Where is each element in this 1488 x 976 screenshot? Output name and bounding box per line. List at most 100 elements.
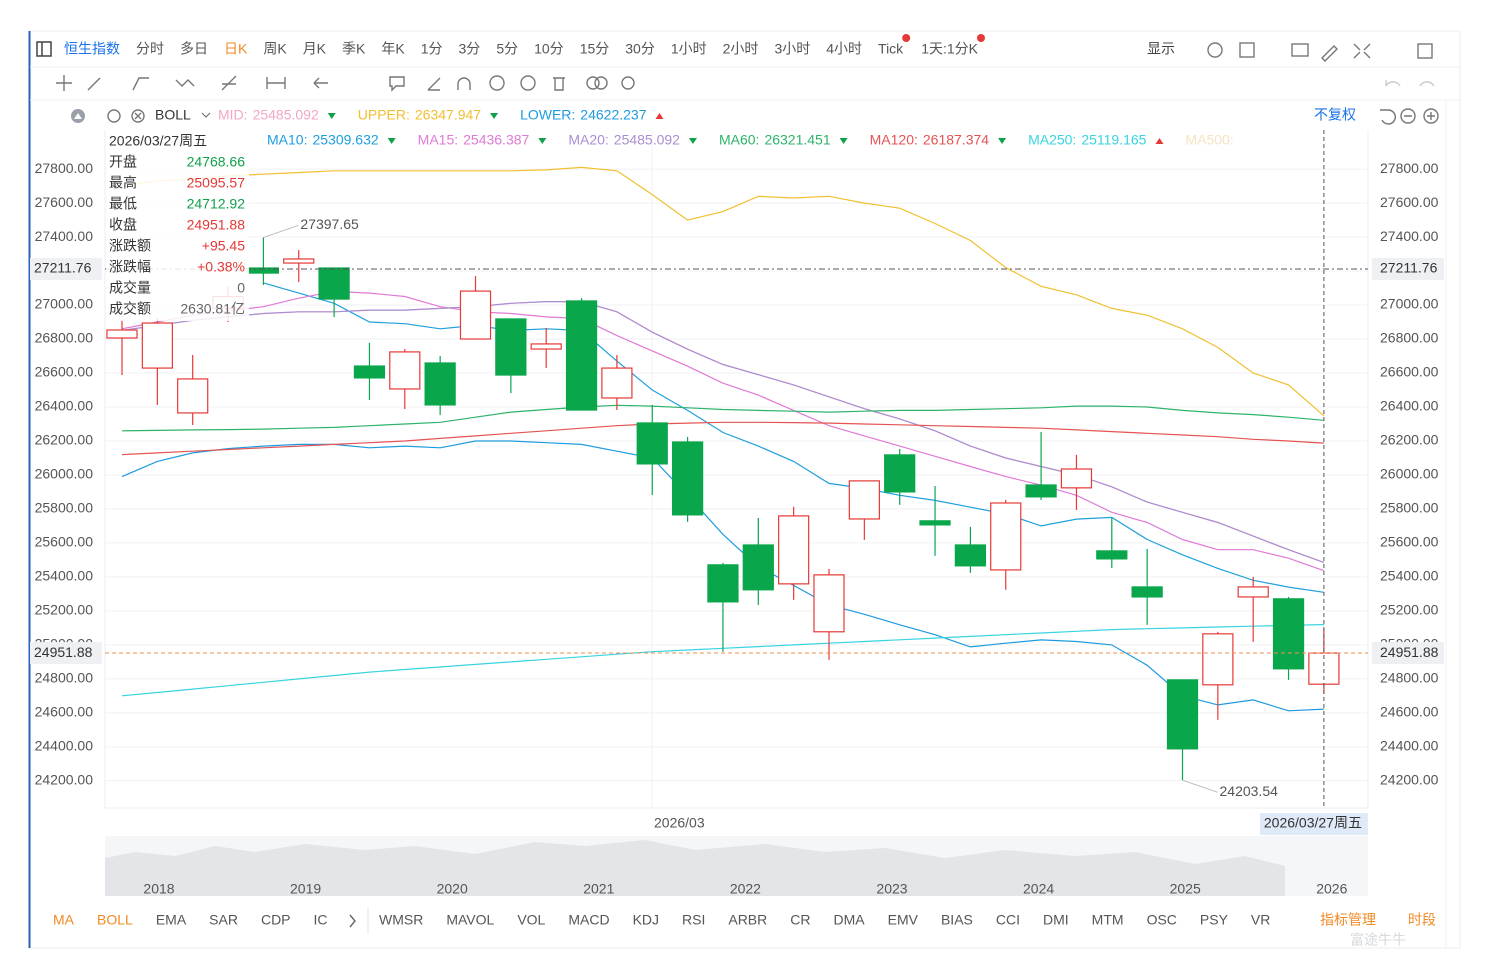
hide-tool[interactable] (520, 75, 536, 91)
line-tool[interactable] (87, 77, 101, 91)
link-tool[interactable] (594, 76, 608, 90)
y-tick-label: 26800.00 (35, 330, 94, 346)
indicator-tab[interactable]: EMA (156, 912, 187, 928)
move-tool[interactable] (56, 75, 72, 91)
info-label: 涨跌额 (109, 238, 151, 254)
period-tab[interactable]: 1分 (421, 41, 443, 57)
period-tab[interactable]: 30分 (625, 41, 655, 57)
candle-body (813, 574, 845, 633)
period-tab[interactable]: 3小时 (774, 41, 810, 57)
period-tab[interactable]: 3分 (459, 41, 481, 57)
period-tab[interactable]: 周K (263, 41, 287, 57)
indicator-line (121, 166, 1325, 417)
period-tab[interactable]: 1天:1分K (921, 41, 978, 57)
period-tab[interactable]: 季K (342, 41, 366, 57)
link-tool[interactable] (586, 76, 600, 90)
collapse-icon (74, 113, 82, 119)
period-tab[interactable]: 年K (381, 41, 405, 57)
layout-icon[interactable] (36, 41, 52, 57)
candle-body (919, 520, 951, 526)
indicator-tab[interactable]: KDJ (633, 912, 659, 928)
indicator-manage[interactable]: 指标管理 (1320, 912, 1376, 928)
y-tick-label-right: 25600.00 (1380, 534, 1439, 550)
session-tab[interactable]: 时段 (1408, 912, 1436, 928)
price-tag (1372, 258, 1444, 281)
indicator-tab[interactable]: MAVOL (446, 912, 494, 928)
zoom-out[interactable] (1400, 108, 1416, 124)
info-value: +95.45 (202, 238, 245, 254)
indicator-tab[interactable]: PSY (1200, 912, 1229, 928)
period-tab[interactable]: 日K (224, 41, 248, 57)
note-tool[interactable] (389, 76, 405, 92)
indicator-name[interactable]: BOLL (155, 107, 191, 123)
undo-redo[interactable] (1385, 80, 1435, 87)
display-menu[interactable]: 显示 (1147, 41, 1175, 57)
period-tab[interactable]: Tick (878, 41, 904, 57)
lock-tool[interactable] (489, 75, 505, 91)
y-tick-label: 25400.00 (35, 568, 94, 584)
period-tab[interactable]: 2小时 (723, 41, 759, 57)
y-tick-label-right: 25200.00 (1380, 602, 1439, 618)
panel-icon[interactable] (1417, 43, 1433, 59)
indicator-tab[interactable]: VOL (517, 912, 545, 928)
fullscreen-icon[interactable] (1353, 43, 1371, 59)
navigator-year: 2021 (583, 881, 614, 897)
legend-value: 25436.387 (463, 132, 529, 148)
indicator-tab[interactable]: DMA (834, 912, 866, 928)
period-tab[interactable]: 5分 (496, 41, 518, 57)
camera-icon[interactable] (1291, 43, 1309, 57)
reset-icon[interactable] (1380, 109, 1396, 125)
period-tab[interactable]: 1小时 (671, 41, 707, 57)
indicator-tab[interactable]: MACD (568, 912, 609, 928)
period-tab[interactable]: 多日 (180, 41, 208, 57)
legend-name: MA250: (1028, 132, 1076, 148)
style-icon[interactable] (1239, 42, 1255, 58)
indicator-tab[interactable]: OSC (1147, 912, 1177, 928)
period-tab[interactable]: 4小时 (826, 41, 862, 57)
indicator-tab[interactable]: SAR (209, 912, 238, 928)
wave-tool[interactable] (175, 79, 195, 87)
indicator-tab[interactable]: BIAS (941, 912, 973, 928)
measure-tool[interactable] (266, 77, 286, 89)
symbol[interactable]: 恒生指数 (64, 41, 120, 57)
indicator-tab[interactable]: VR (1251, 912, 1270, 928)
candle-body (495, 318, 527, 376)
period-tab[interactable]: 月K (303, 41, 327, 57)
zoom-in[interactable] (1423, 108, 1439, 124)
indicator-tab[interactable]: MA (53, 912, 75, 928)
indicator-tab[interactable]: CDP (261, 912, 291, 928)
restore-mode[interactable]: 不复权 (1314, 107, 1356, 123)
x-tick-label: 2026/03 (654, 815, 705, 831)
indicator-tab[interactable]: IC (314, 912, 328, 928)
fib-tool[interactable] (221, 75, 237, 91)
delete-tool[interactable] (553, 77, 565, 91)
indicator-tab[interactable]: MTM (1092, 912, 1124, 928)
indicator-tab[interactable]: CCI (996, 912, 1020, 928)
trend-arrow (327, 113, 336, 119)
settings-icon[interactable] (1207, 42, 1223, 58)
ray-tool[interactable] (132, 77, 149, 91)
indicator-tab[interactable]: ARBR (728, 912, 767, 928)
tabs-more[interactable] (349, 914, 356, 928)
settings-tool[interactable] (621, 76, 635, 90)
magnet-tool[interactable] (457, 77, 471, 90)
edit-icon[interactable] (1321, 45, 1338, 62)
arrow-tool[interactable] (313, 77, 328, 89)
drawing-tools[interactable] (56, 42, 1439, 125)
y-tick-label: 26600.00 (35, 364, 94, 380)
indicator-tab[interactable]: CR (790, 912, 810, 928)
candle-body (601, 367, 633, 399)
candle-body (141, 322, 173, 369)
period-tab[interactable]: 10分 (534, 41, 564, 57)
indicator-tab[interactable]: RSI (682, 912, 705, 928)
trend-arrow (688, 138, 697, 144)
indicator-tab[interactable]: WMSR (379, 912, 423, 928)
period-tab[interactable]: 15分 (580, 41, 610, 57)
period-tab[interactable]: 分时 (136, 41, 164, 57)
indicator-settings[interactable] (107, 109, 121, 123)
indicator-tab[interactable]: EMV (888, 912, 919, 928)
indicator-tab[interactable]: DMI (1043, 912, 1069, 928)
pen-tool[interactable] (427, 77, 441, 91)
indicator-tab[interactable]: BOLL (97, 912, 133, 928)
indicator-close[interactable] (131, 109, 145, 123)
